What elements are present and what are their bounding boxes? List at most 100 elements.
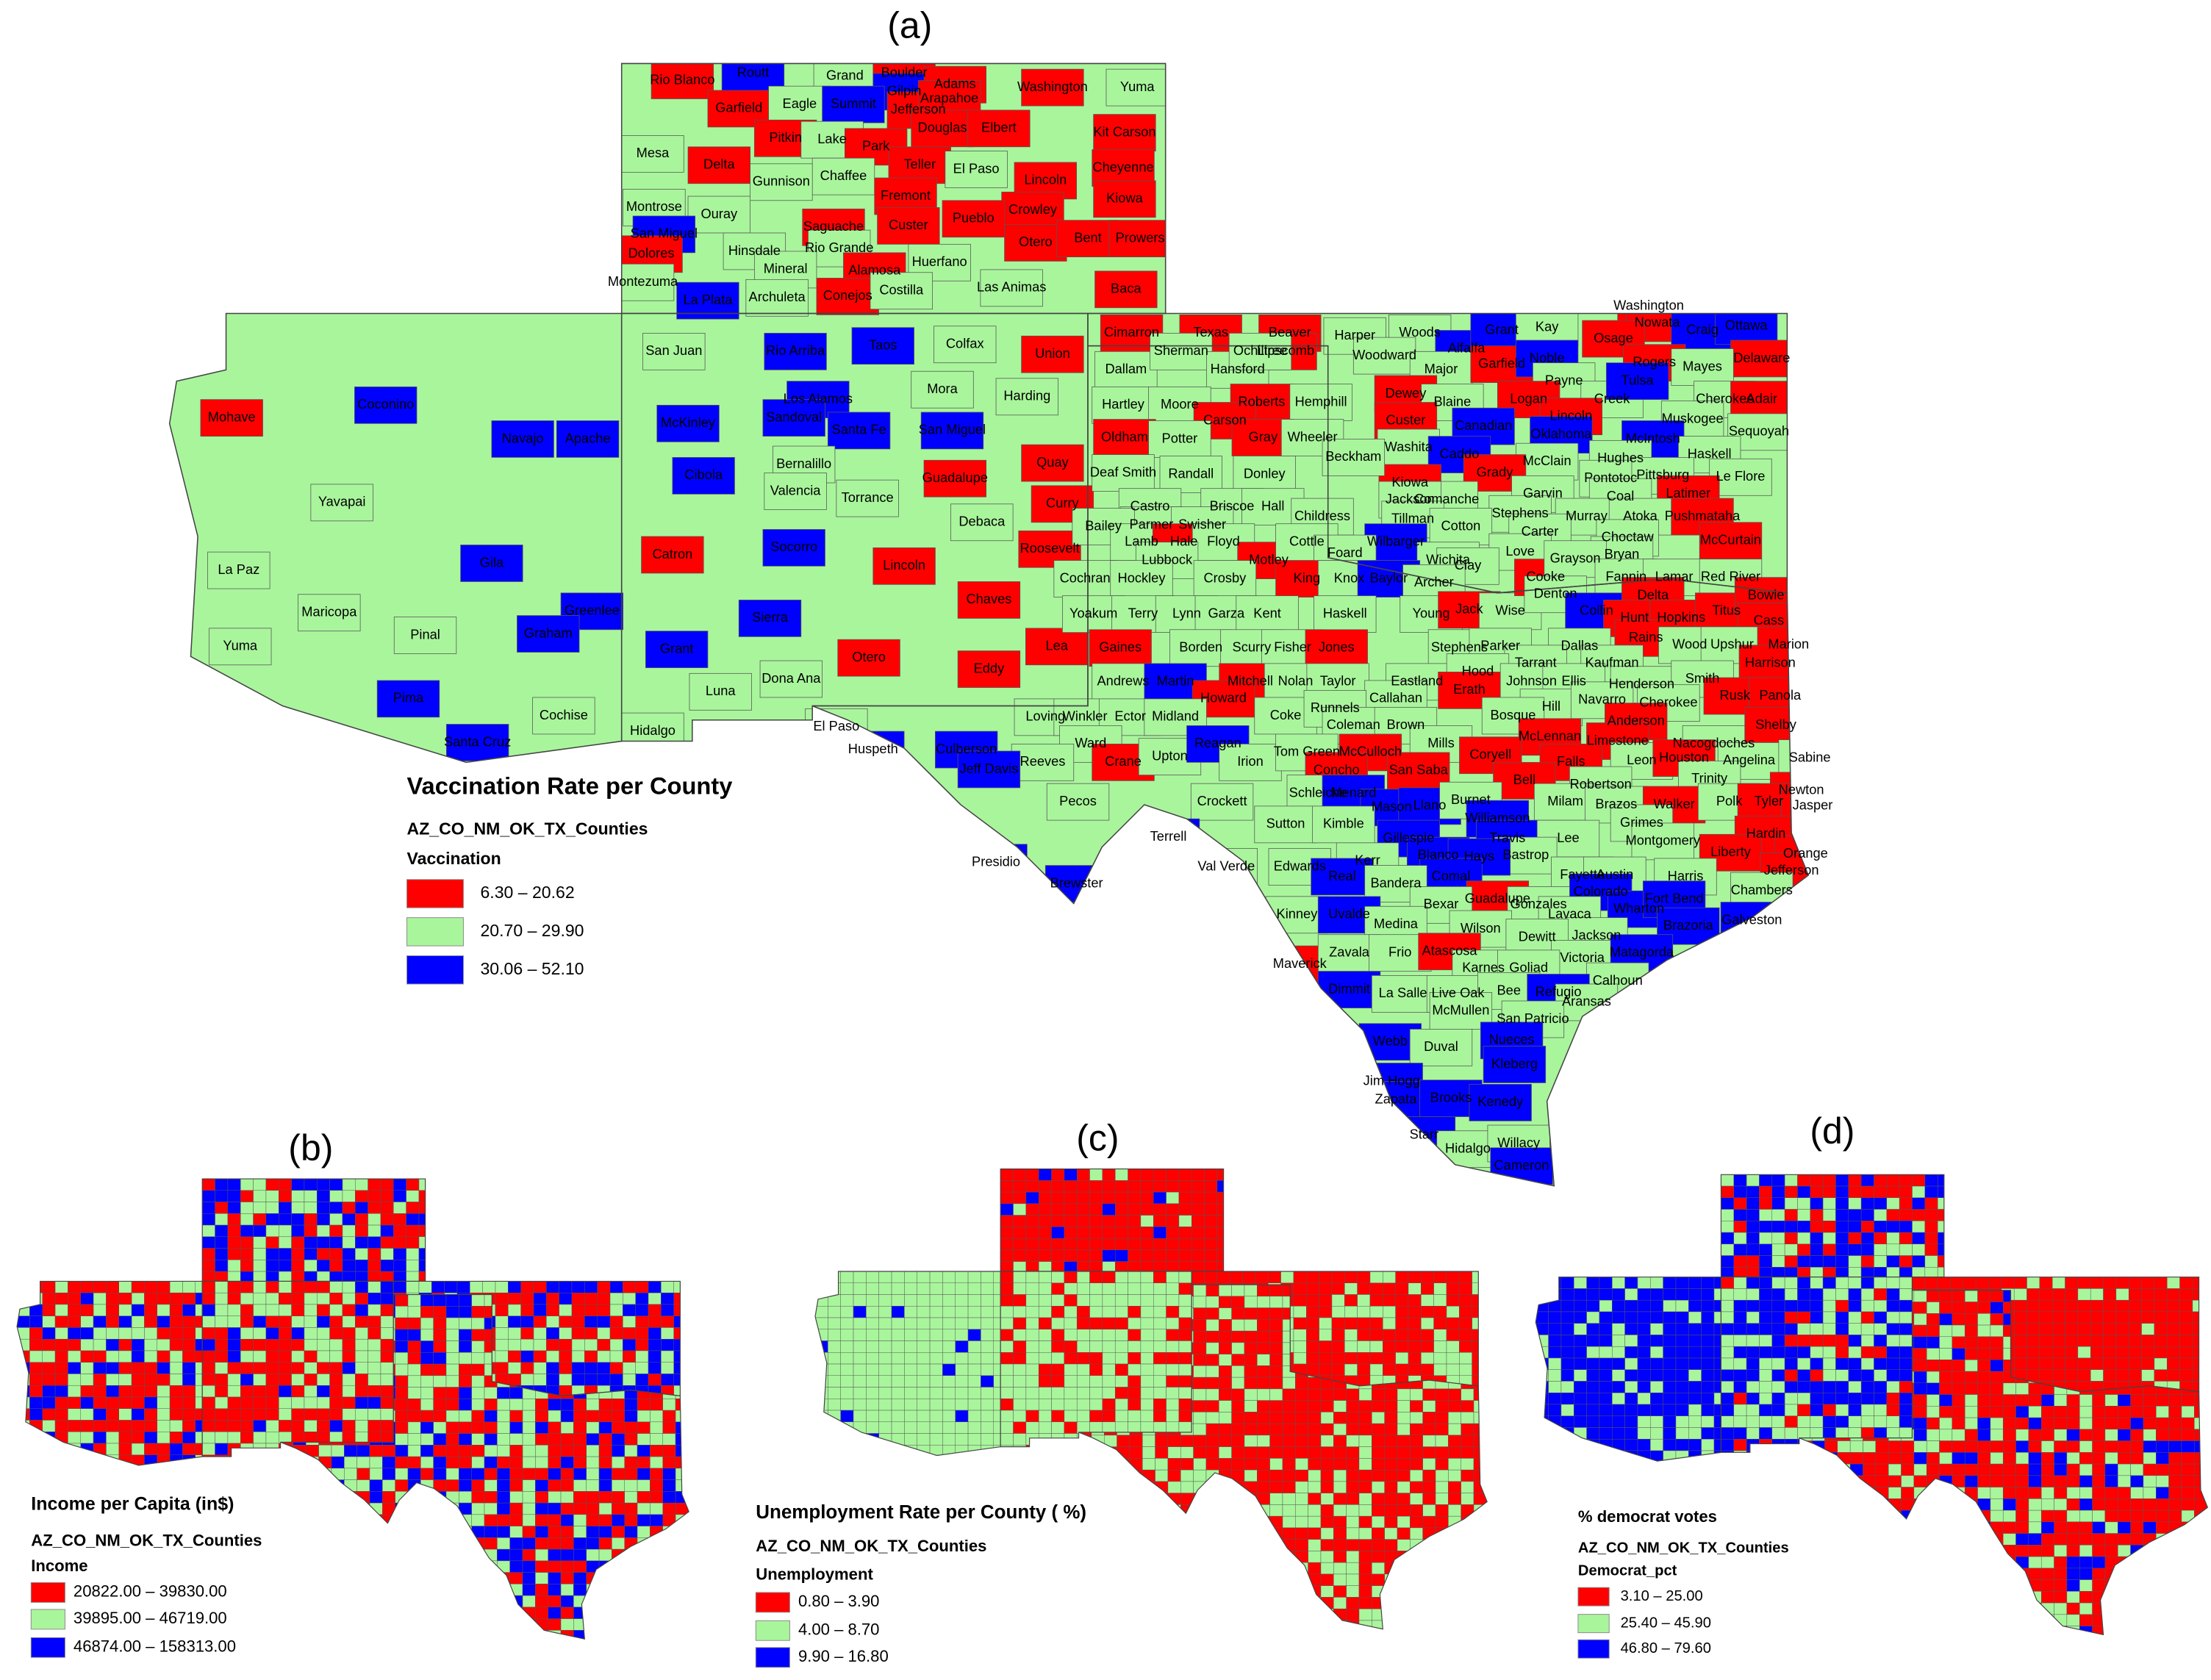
county <box>1089 629 1152 667</box>
county-cell <box>1461 1423 1474 1436</box>
county-cell <box>1013 1203 1027 1216</box>
county-cell <box>560 1537 574 1550</box>
county-cell <box>1320 1551 1334 1563</box>
county-cell <box>1383 1306 1396 1318</box>
county-cell <box>420 1502 434 1515</box>
county-cell <box>1422 1458 1436 1471</box>
county-label: Gonzales <box>1511 896 1567 911</box>
county-cell <box>1848 1243 1862 1256</box>
county-cell <box>1688 1299 1702 1313</box>
county-cell <box>1295 1608 1308 1621</box>
county-cell <box>68 1454 81 1465</box>
county-cell <box>1051 1271 1065 1283</box>
county-label: Guadalupe <box>1465 891 1530 906</box>
county-cell <box>1473 1620 1487 1629</box>
county-cell <box>1421 1282 1434 1295</box>
county-cell <box>497 1595 510 1608</box>
county-cell <box>1486 1620 1488 1629</box>
county-cell <box>1358 1423 1372 1436</box>
county-cell <box>675 1399 689 1411</box>
county-cell <box>1051 1306 1065 1318</box>
county-cell <box>1721 1243 1735 1256</box>
county-cell <box>395 1399 409 1411</box>
county-label: Montezuma <box>608 273 678 289</box>
county-cell <box>1244 1481 1258 1493</box>
county-cell <box>1038 1294 1052 1307</box>
county-cell <box>1560 1438 1574 1451</box>
county-cell <box>1548 1311 1562 1324</box>
county-cell <box>93 1304 107 1316</box>
county-label: Pontotoc <box>1584 470 1637 485</box>
county-label: Kit Carson <box>1093 123 1155 139</box>
county-cell <box>1408 1352 1422 1365</box>
county-cell <box>382 1572 395 1584</box>
county-label: Sandoval <box>766 409 822 424</box>
county-cell <box>1064 1410 1078 1423</box>
county-cell <box>1064 1421 1078 1434</box>
county-cell <box>395 1560 409 1573</box>
county-cell <box>1835 1221 1849 1233</box>
county-cell <box>981 1399 994 1411</box>
county-cell <box>1435 1400 1449 1412</box>
county-cell <box>1461 1620 1474 1629</box>
county-cell <box>1574 1381 1587 1393</box>
county-label: Greenlee <box>565 603 620 618</box>
county-label: McClain <box>1523 453 1572 468</box>
county-cell <box>369 1445 383 1457</box>
county-cell <box>484 1491 498 1504</box>
county-cell <box>1472 1340 1479 1353</box>
county-cell <box>484 1445 498 1457</box>
county-cell <box>1178 1294 1192 1307</box>
county-cell <box>215 1202 229 1214</box>
county-cell <box>227 1236 241 1249</box>
county-label: Parmer <box>1130 516 1174 531</box>
county-label: Coconino <box>357 396 414 412</box>
county-cell <box>1599 1277 1613 1289</box>
county-cell <box>68 1374 81 1386</box>
county-cell <box>1721 1277 1735 1289</box>
county-cell <box>1140 1399 1154 1411</box>
county-cell <box>586 1456 600 1469</box>
county-label: Culberson <box>936 741 997 756</box>
county-cell <box>1166 1410 1180 1423</box>
county-cell <box>1257 1620 1270 1629</box>
county-cell <box>331 1584 345 1596</box>
county-cell <box>1810 1185 1824 1199</box>
county-cell <box>484 1526 498 1538</box>
county-cell <box>1104 1608 1117 1621</box>
county-cell <box>1320 1597 1334 1609</box>
county-cell <box>318 1445 332 1457</box>
county-cell <box>1574 1404 1587 1416</box>
county-cell <box>1178 1180 1192 1193</box>
county-cell <box>1448 1562 1461 1575</box>
county-cell <box>1797 1209 1811 1221</box>
county-cell <box>1912 1197 1926 1210</box>
county-cell <box>1459 1282 1472 1295</box>
county-label: Irion <box>1237 753 1264 769</box>
county-cell <box>866 1282 879 1295</box>
county-cell <box>279 1408 292 1421</box>
county-cell <box>942 1271 956 1283</box>
county-cell <box>1733 1392 1747 1405</box>
county-cell <box>342 1202 356 1214</box>
county-cell <box>1153 1238 1167 1251</box>
county-cell <box>942 1433 956 1446</box>
county-label: Fremont <box>881 187 931 203</box>
county-cell <box>1473 1446 1487 1459</box>
county-cell <box>1835 1174 1849 1187</box>
county-cell <box>1675 1311 1689 1324</box>
county-cell <box>1461 1608 1474 1621</box>
county-cell <box>355 1350 368 1363</box>
county-cell <box>1076 1227 1090 1239</box>
county-cell <box>967 1340 981 1353</box>
county-cell <box>356 1607 370 1619</box>
county-cell <box>144 1431 158 1444</box>
county-label: Coryell <box>1469 747 1511 762</box>
county-cell <box>1244 1400 1258 1412</box>
county-cell <box>1637 1277 1651 1289</box>
county-cell <box>866 1421 879 1434</box>
county-label: Gaines <box>1099 639 1142 655</box>
county-cell <box>317 1362 330 1374</box>
county-cell <box>54 1315 68 1328</box>
county-cell <box>227 1315 241 1328</box>
